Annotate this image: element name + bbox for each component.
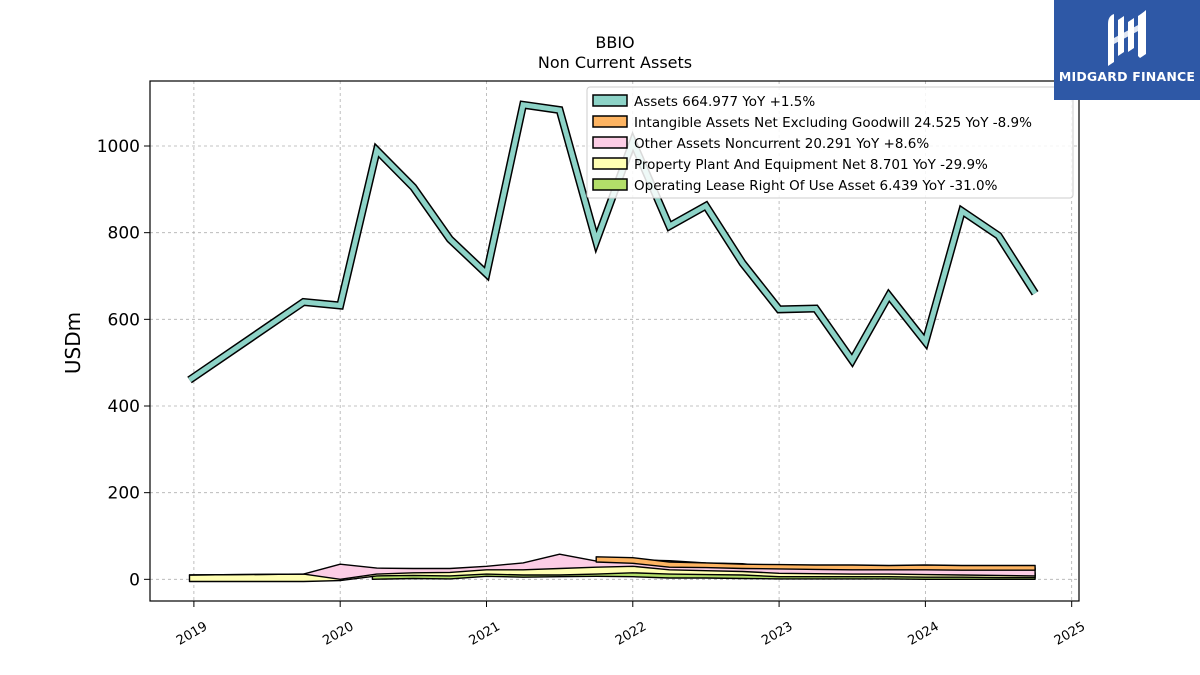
legend-swatch [592,136,628,149]
x-tick-label: 2024 [906,619,942,649]
x-tick-label: 2023 [759,619,795,649]
legend-swatch [592,157,628,170]
y-axis: 0 200 400 600 800 1000 [97,137,150,590]
legend-entry-label: Other Assets Noncurrent 20.291 YoY +8.6% [634,136,929,152]
y-tick-label: 1000 [97,137,140,157]
y-tick-label: 200 [108,484,140,504]
legend-swatch [592,94,628,107]
legend-entry-label: Operating Lease Right Of Use Asset 6.439… [634,178,998,194]
x-tick-label: 2020 [320,619,356,649]
series-band-2 [188,553,1036,580]
x-tick-label: 2025 [1052,619,1088,649]
legend-swatch [592,178,628,191]
x-tick-label: 2022 [613,619,649,649]
x-tick-label: 2019 [174,619,210,649]
x-tick-label: 2021 [467,619,503,649]
legend-entry-label: Assets 664.977 YoY +1.5% [634,94,815,110]
brand-logo: MIDGARD FINANCE [1054,0,1200,100]
chart-subtitle: Non Current Assets [538,53,692,72]
y-axis-label: USDm [61,312,85,374]
legend: Assets 664.977 YoY +1.5% Intangible Asset… [586,86,1074,199]
x-axis: 2019 2020 2021 2022 2023 2024 2025 [174,601,1088,649]
y-tick-label: 600 [108,310,140,330]
y-tick-label: 800 [108,224,140,244]
legend-swatch [592,115,628,128]
y-tick-label: 0 [129,570,140,590]
legend-entry-label: Intangible Assets Net Excluding Goodwill… [634,115,1032,131]
brand-logo-text: MIDGARD FINANCE [1058,69,1196,84]
midgard-logo-icon [1108,10,1146,66]
legend-entry-label: Property Plant And Equipment Net 8.701 Y… [634,157,988,173]
y-tick-label: 400 [108,397,140,417]
series-band-1 [595,556,1036,571]
legend-box [586,86,1074,199]
chart-title: BBIO [595,33,634,52]
plot-frame [149,80,1080,602]
